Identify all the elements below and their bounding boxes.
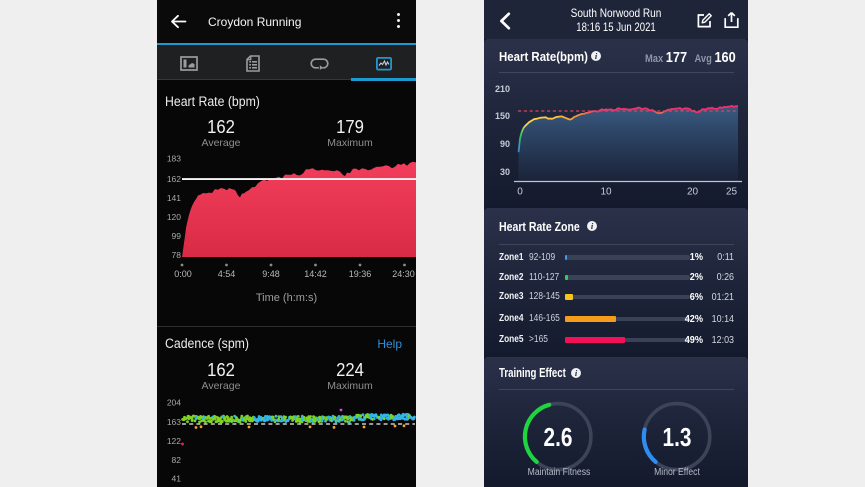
svg-text:24:30: 24:30 (392, 269, 415, 279)
svg-text:122: 122 (167, 436, 181, 446)
svg-text:0: 0 (517, 187, 523, 198)
svg-text:183: 183 (167, 154, 181, 164)
svg-text:163: 163 (167, 417, 181, 427)
svg-text:78: 78 (172, 250, 182, 260)
svg-text:14:42: 14:42 (304, 269, 327, 279)
svg-text:99: 99 (172, 231, 182, 241)
svg-text:0:00: 0:00 (174, 269, 192, 279)
svg-text:120: 120 (167, 212, 181, 222)
svg-text:9:48: 9:48 (262, 269, 280, 279)
svg-text:20: 20 (687, 187, 699, 198)
svg-text:204: 204 (167, 398, 181, 408)
svg-text:25: 25 (726, 187, 738, 198)
svg-text:141: 141 (167, 193, 181, 203)
svg-text:162: 162 (167, 174, 181, 184)
svg-text:4:54: 4:54 (218, 269, 236, 279)
svg-text:10: 10 (600, 187, 612, 198)
svg-text:41: 41 (172, 473, 182, 483)
svg-text:19:36: 19:36 (349, 269, 372, 279)
svg-text:82: 82 (172, 455, 182, 465)
